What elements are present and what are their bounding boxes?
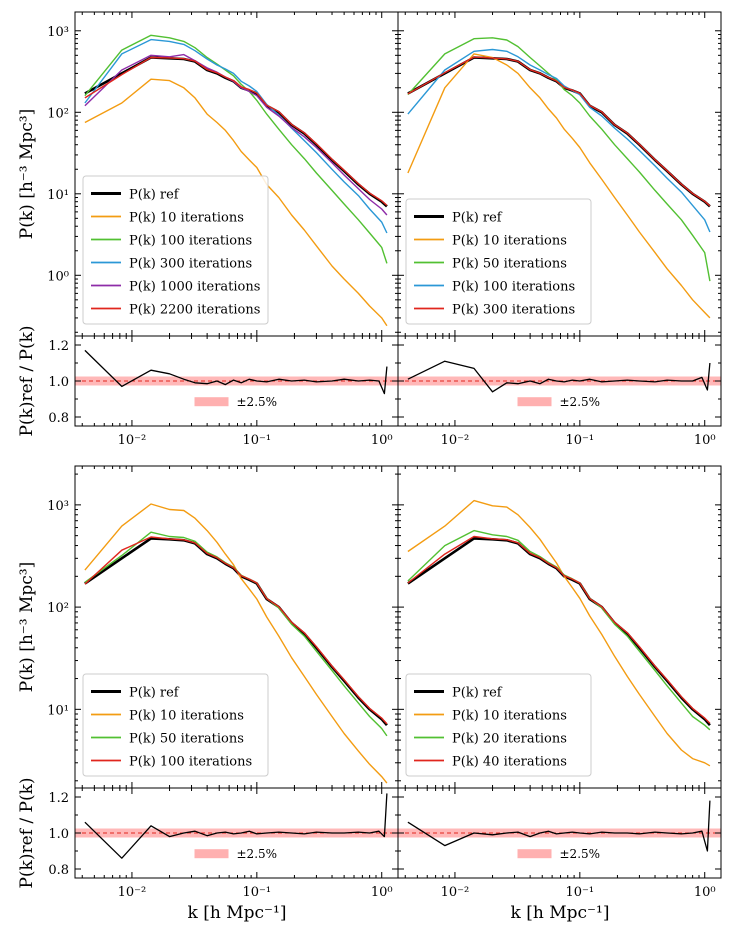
series-line-3 [84,536,388,725]
x-tick-label: 10⁻² [118,433,147,448]
ylabel-pk-bottom: P(k) [h⁻³ Mpc³] [17,562,37,692]
legend-box [82,673,269,777]
series-line-3 [407,48,711,233]
x-tick-label: 10⁰ [371,433,393,448]
y-tick-label: 1.0 [48,827,69,842]
xlabel-left: k [h Mpc⁻¹] [188,903,287,923]
band-legend-swatch [194,849,229,859]
panel-ratio-top-left: ±2.5% 10⁻² 10⁻¹ 10⁰ 0.8 1.0 1.2 [48,335,399,448]
legend-entry: P(k) 1000 iterations [129,280,260,295]
band-legend-swatch [194,397,229,407]
series-line-1 [407,53,711,319]
legend-entry: P(k) 10 iterations [452,234,567,249]
legend: P(k) ref P(k) 10 iterations P(k) 20 iterat… [405,673,592,777]
x-tick-label: 10⁻¹ [243,885,272,900]
series-line-0 [407,360,711,393]
y-tick-label: 10³ [47,25,69,40]
panel-bottom-right: P(k) ref P(k) 10 iterations P(k) 20 iterat… [397,465,722,789]
legend-entry: P(k) 100 iterations [129,755,252,770]
x-tick-label: 10⁻² [441,433,470,448]
x-tick-label: 10⁻¹ [566,433,595,448]
legend-entry: P(k) 300 iterations [452,303,575,318]
series-line-1 [84,503,388,784]
y-tick-label: 10² [47,106,69,121]
series-line-2 [407,37,711,282]
y-tick-label: 0.8 [48,411,69,426]
legend-box [405,198,592,325]
legend-entry: P(k) ref [129,686,180,701]
legend-entry: P(k) 50 iterations [129,732,244,747]
y-tick-label: 10¹ [47,188,69,203]
band-legend-label: ±2.5% [560,395,601,409]
series-line-2 [84,34,388,264]
x-tick-label: 10⁻² [441,885,470,900]
y-tick-label: 0.8 [48,863,69,878]
legend: P(k) ref P(k) 10 iterations P(k) 50 iterat… [405,198,592,325]
legend-entry: P(k) 300 iterations [129,257,252,272]
y-tick-label: 10³ [47,499,69,514]
series-line-3 [84,38,388,234]
legend-entry: P(k) ref [452,686,503,701]
legend-entry: P(k) 10 iterations [452,709,567,724]
y-tick-label: 10² [47,601,69,616]
panel-ratio-top-right: ±2.5% 10⁻² 10⁻¹ 10⁰ [397,335,722,448]
y-tick-label: 1.2 [48,791,69,806]
series-line-5 [84,56,388,206]
legend: P(k) ref P(k) 10 iterations P(k) 100 itera… [82,175,269,325]
series-line-4 [84,53,388,216]
ylabel-ratio-bottom: P(k)ref / P(k) [17,777,37,888]
x-tick-label: 10⁰ [371,885,393,900]
series-line-0 [84,793,388,859]
y-tick-label: 10¹ [47,703,69,718]
x-tick-label: 10⁻¹ [243,433,272,448]
series-line-0 [407,56,711,208]
xlabel-right: k [h Mpc⁻¹] [511,903,610,923]
legend-box [405,673,592,777]
series-line-1 [84,78,388,327]
legend-entry: P(k) 40 iterations [452,755,567,770]
series-line-0 [407,800,711,852]
legend-entry: P(k) 50 iterations [452,257,567,272]
band-legend-swatch [517,849,552,859]
y-tick-label: 1.0 [48,375,69,390]
band-legend-label: ±2.5% [237,847,278,861]
panel-ratio-bottom-right: ±2.5% 10⁻² 10⁻¹ 10⁰ [397,787,722,900]
y-tick-label: 1.2 [48,339,69,354]
legend-entry: P(k) 10 iterations [129,211,244,226]
band-legend-label: ±2.5% [560,847,601,861]
x-tick-label: 10⁻¹ [566,885,595,900]
legend-entry: P(k) 20 iterations [452,732,567,747]
legend-entry: P(k) 2200 iterations [129,303,260,318]
ylabel-pk-top: P(k) [h⁻³ Mpc³] [17,109,37,239]
series-line-1 [407,499,711,767]
panel-top-right: P(k) ref P(k) 10 iterations P(k) 50 iterat… [397,11,722,337]
legend-entry: P(k) ref [452,211,503,226]
legend: P(k) ref P(k) 10 iterations P(k) 50 iterat… [82,673,269,777]
legend-entry: P(k) 100 iterations [452,280,575,295]
legend-entry: P(k) ref [129,188,180,203]
legend-entry: P(k) 10 iterations [129,709,244,724]
series-line-0 [84,349,388,395]
x-tick-label: 10⁰ [694,885,716,900]
x-tick-label: 10⁻² [118,885,147,900]
x-tick-label: 10⁰ [694,433,716,448]
band-legend-label: ±2.5% [237,395,278,409]
y-tick-label: 10⁰ [47,269,69,284]
series-line-3 [407,535,711,724]
ylabel-ratio-top: P(k)ref / P(k) [17,325,37,436]
series-line-4 [407,56,711,207]
band-legend-swatch [517,397,552,407]
legend-entry: P(k) 100 iterations [129,234,252,249]
panel-ratio-bottom-left: ±2.5% 10⁻² 10⁻¹ 10⁰ 0.8 1.0 1.2 [48,787,399,900]
legend-box [82,175,269,325]
